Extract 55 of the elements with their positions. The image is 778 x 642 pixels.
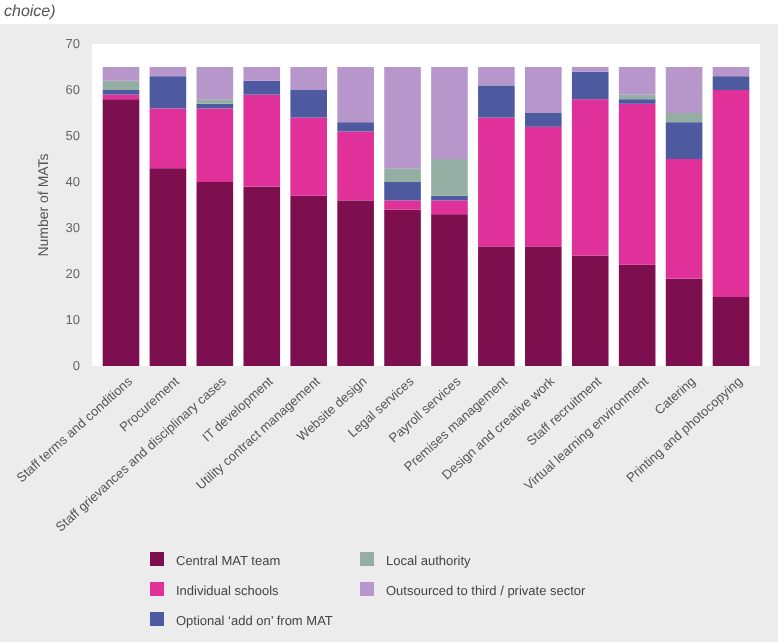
bar: [478, 67, 515, 86]
bar: [102, 80, 140, 90]
bar: [712, 297, 750, 366]
bar: [102, 99, 140, 366]
bar: [618, 67, 656, 95]
bar: [571, 255, 609, 366]
bar: [196, 182, 234, 366]
bar: [665, 278, 703, 366]
bar: [102, 67, 140, 81]
bar: [571, 71, 609, 100]
bar: [431, 67, 468, 159]
bar: [290, 67, 327, 90]
bar: [384, 168, 421, 182]
bar: [431, 214, 468, 366]
bar: [196, 67, 234, 100]
bar: [149, 67, 187, 77]
bar: [337, 67, 374, 123]
bar: [149, 168, 187, 366]
bar: [665, 159, 703, 279]
bar: [290, 90, 327, 118]
bar: [571, 99, 609, 256]
bar: [149, 76, 187, 109]
bar: [525, 126, 562, 247]
bar: [243, 186, 281, 366]
bar: [665, 67, 703, 113]
bar: [712, 76, 750, 90]
bar: [478, 85, 515, 118]
bar: [243, 94, 281, 187]
bar: [384, 182, 421, 201]
bar: [384, 200, 421, 210]
bar: [618, 103, 656, 265]
bar: [337, 131, 374, 201]
bar: [478, 117, 515, 247]
bar: [290, 117, 327, 196]
chart-title: choice): [4, 2, 57, 20]
bar: [149, 108, 187, 169]
bar: [712, 90, 750, 297]
bar: [665, 113, 703, 123]
bar: [478, 246, 515, 366]
bar: [337, 200, 374, 366]
bar: [337, 122, 374, 132]
bar: [525, 67, 562, 113]
bar: [618, 264, 656, 366]
bar: [665, 122, 703, 159]
bar: [431, 200, 468, 215]
bar: [290, 195, 327, 366]
bar: [712, 67, 750, 77]
bar: [525, 246, 562, 366]
bar: [243, 67, 281, 81]
bar: [196, 108, 234, 182]
bar: [431, 159, 468, 196]
bar: [384, 209, 421, 366]
bar: [525, 113, 562, 127]
bar: [384, 67, 421, 169]
bar: [243, 80, 281, 95]
